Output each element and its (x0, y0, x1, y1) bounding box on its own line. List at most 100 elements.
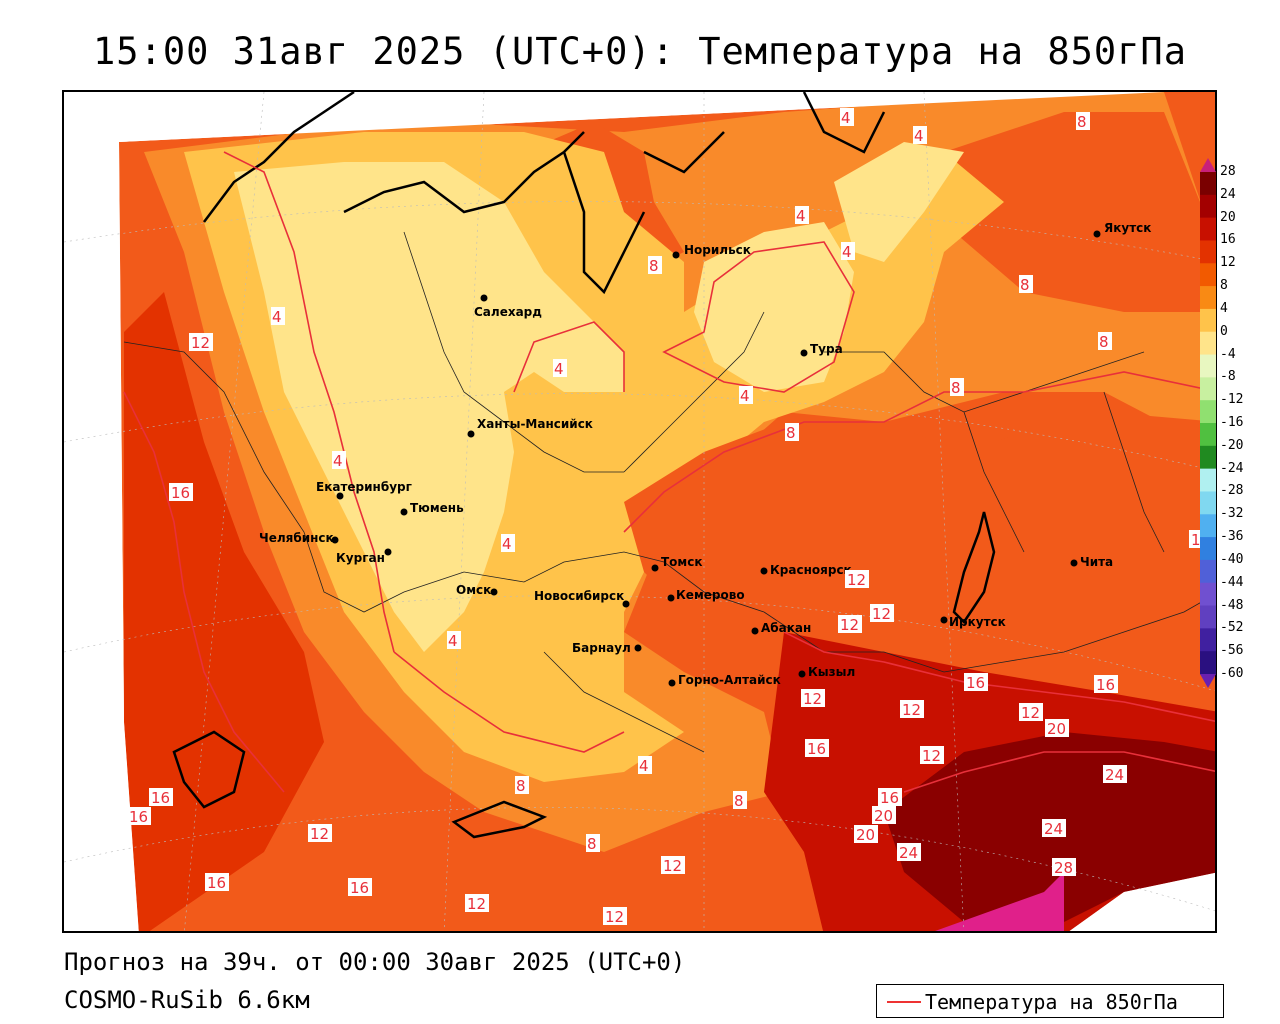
colorbar-tick-label: -32 (1220, 506, 1244, 522)
city-markers: Салехард Норильск Якутск Тура Ханты-Манс… (259, 221, 1151, 687)
colorbar-tick-label: 4 (1220, 300, 1228, 316)
colorbar-swatch (1200, 491, 1216, 515)
isotherm-label: 16 (129, 808, 148, 826)
isotherm-label: 4 (448, 632, 458, 650)
isotherm-label: 12 (840, 616, 859, 634)
colorbar-swatch (1200, 445, 1216, 470)
zone-yakutia (944, 112, 1204, 312)
colorbar-tick-label: 28 (1220, 164, 1236, 179)
colorbar-tick-label: -60 (1220, 666, 1244, 681)
svg-text:Якутск: Якутск (1104, 221, 1151, 235)
isotherm-label: 8 (734, 792, 744, 810)
isotherm-label: 8 (1077, 113, 1087, 131)
colorbar-tick-label: -56 (1220, 643, 1244, 659)
colorbar-swatch (1200, 628, 1216, 652)
colorbar-swatch (1200, 172, 1216, 196)
isotherm-label: 8 (516, 777, 526, 795)
colorbar-swatch (1200, 377, 1216, 401)
isotherm-label: 4 (796, 207, 806, 225)
isotherm-label: 4 (842, 243, 852, 261)
colorbar-bottom-arrow (1200, 674, 1216, 688)
colorbar-swatch (1200, 240, 1216, 264)
isotherm-label: 4 (554, 360, 564, 378)
isotherm-label: 12 (605, 908, 624, 926)
colorbar-swatch (1200, 514, 1216, 538)
colorbar-swatch (1200, 286, 1216, 310)
isotherm-label: 8 (951, 379, 961, 397)
city-khanty-mansiysk: Ханты-Мансийск (467, 417, 593, 438)
svg-text:Норильск: Норильск (684, 243, 751, 257)
colorbar-tick-label: -40 (1220, 551, 1244, 567)
coastlines (172, 92, 996, 839)
svg-text:Тура: Тура (810, 342, 843, 356)
city-tyumen: Тюмень (400, 501, 464, 516)
zone-0-4 (234, 162, 624, 652)
city-tura: Тура (800, 342, 843, 357)
colorbar-swatch (1200, 263, 1216, 287)
colorbar-tick-label: 0 (1220, 323, 1228, 339)
city-omsk: Омск (456, 583, 498, 597)
isotherm-label: 16 (171, 484, 190, 502)
isotherm-label: 20 (874, 807, 893, 825)
colorbar-tick-label: -48 (1220, 597, 1244, 613)
svg-text:Красноярск: Красноярск (770, 563, 852, 577)
svg-text:Тюмень: Тюмень (410, 501, 464, 515)
isotherm-label: 16 (350, 879, 369, 897)
isotherm-label: 28 (1054, 859, 1073, 877)
city-gorno-altaysk: Горно-Алтайск (668, 673, 781, 687)
city-yekaterinburg: Екатеринбург (316, 480, 412, 500)
colorbar-swatch (1200, 217, 1216, 241)
colorbar-tick-label: -12 (1220, 392, 1244, 408)
isotherm-label: 8 (649, 257, 659, 275)
city-abakan: Абакан (751, 621, 811, 635)
isotherm-label: 8 (1020, 276, 1030, 294)
svg-text:Екатеринбург: Екатеринбург (316, 480, 412, 494)
map-panel: Салехард Норильск Якутск Тура Ханты-Манс… (62, 90, 1217, 933)
colorbar-swatch (1200, 194, 1216, 219)
isotherm-label: 20 (1047, 720, 1066, 738)
isotherm-label: 12 (902, 701, 921, 719)
city-salekhard: Салехард (474, 294, 542, 319)
colorbar-tick-label: -44 (1220, 574, 1244, 590)
isotherm-label: 8 (587, 835, 597, 853)
graticule (64, 92, 1215, 931)
legend-line-swatch (887, 1001, 921, 1003)
city-novosibirsk: Новосибирск (534, 589, 630, 608)
isotherm-label: 24 (1105, 766, 1124, 784)
svg-text:Ханты-Мансийск: Ханты-Мансийск (477, 417, 593, 431)
isotherm-label: 16 (151, 789, 170, 807)
isotherm-labels: 4 4 8 12 4 4 4 8 4 8 4 8 8 8 4 16 4 4 12… (127, 108, 1213, 926)
svg-text:Кемерово: Кемерово (676, 588, 745, 602)
isotherm-label: 16 (207, 874, 226, 892)
city-kyzyl: Кызыл (798, 665, 855, 679)
isotherm-label: 16 (807, 740, 826, 758)
isotherm-label: 4 (272, 308, 282, 326)
city-kurgan: Курган (336, 548, 392, 565)
isotherm-label: 4 (333, 452, 343, 470)
zone-magenta (935, 872, 1064, 931)
city-chita: Чита (1070, 555, 1113, 569)
svg-text:Иркутск: Иркутск (949, 615, 1006, 629)
colorbar-tick-label: -36 (1220, 529, 1244, 545)
isotherm-label: 16 (880, 789, 899, 807)
city-yakutsk: Якутск (1093, 221, 1151, 238)
colorbar-swatch (1200, 559, 1216, 584)
colorbar-swatch (1200, 423, 1216, 447)
colorbar-tick-label: 16 (1220, 232, 1236, 248)
legend-label: Температура на 850гПа (925, 990, 1178, 1014)
svg-text:Абакан: Абакан (761, 621, 811, 635)
city-norilsk: Норильск (672, 243, 751, 259)
colorbar-swatch (1200, 537, 1216, 561)
svg-text:Горно-Алтайск: Горно-Алтайск (678, 673, 781, 687)
colorbar-tick-label: 12 (1220, 255, 1236, 271)
svg-text:Новосибирск: Новосибирск (534, 589, 624, 603)
colorbar-swatch (1200, 400, 1216, 424)
svg-text:Барнаул: Барнаул (572, 641, 631, 655)
colorbar-tick-label: 8 (1220, 278, 1228, 294)
svg-text:Челябинск: Челябинск (259, 531, 334, 545)
isotherm-label: 4 (502, 535, 512, 553)
isotherm-label: 20 (856, 826, 875, 844)
colorbar-tick-label: 24 (1220, 186, 1236, 202)
forecast-info: Прогноз на 39ч. от 00:00 30авг 2025 (UTC… (64, 948, 686, 976)
colorbar-tick-label: -8 (1220, 369, 1236, 385)
